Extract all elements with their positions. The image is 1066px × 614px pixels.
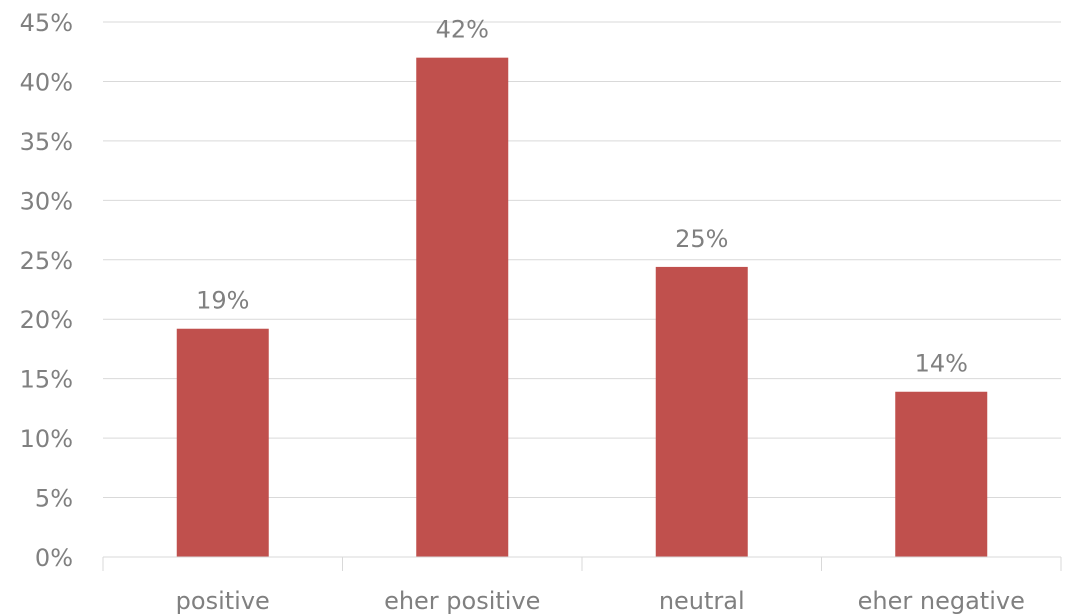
data-label: 14%	[915, 350, 968, 378]
y-axis-tick-labels: 0% 5% 10% 15% 20% 25% 30% 35% 40% 45%	[20, 9, 73, 572]
x-category-label: positive	[176, 587, 270, 614]
data-label: 25%	[675, 225, 728, 253]
data-labels: 19% 42% 25% 14%	[196, 16, 968, 378]
y-tick-label: 5%	[35, 485, 73, 513]
bar	[416, 57, 509, 558]
x-category-label: neutral	[659, 587, 745, 614]
bar	[176, 328, 269, 557]
y-tick-label: 35%	[20, 128, 73, 156]
data-label: 19%	[196, 287, 249, 315]
data-label: 42%	[436, 16, 489, 44]
y-tick-label: 15%	[20, 366, 73, 394]
y-tick-label: 20%	[20, 306, 73, 334]
y-tick-label: 40%	[20, 68, 73, 96]
x-category-label: eher positive	[384, 587, 540, 614]
y-tick-label: 30%	[20, 187, 73, 215]
bar	[655, 266, 748, 557]
y-tick-label: 25%	[20, 247, 73, 275]
y-tick-label: 0%	[35, 544, 73, 572]
x-category-label: eher negative	[858, 587, 1025, 614]
x-axis	[102, 556, 1062, 571]
bar	[895, 391, 988, 557]
y-tick-label: 10%	[20, 425, 73, 453]
y-tick-label: 45%	[20, 9, 73, 37]
x-axis-category-labels: positive eher positive neutral eher negativ…	[176, 587, 1025, 614]
bars	[176, 57, 988, 558]
